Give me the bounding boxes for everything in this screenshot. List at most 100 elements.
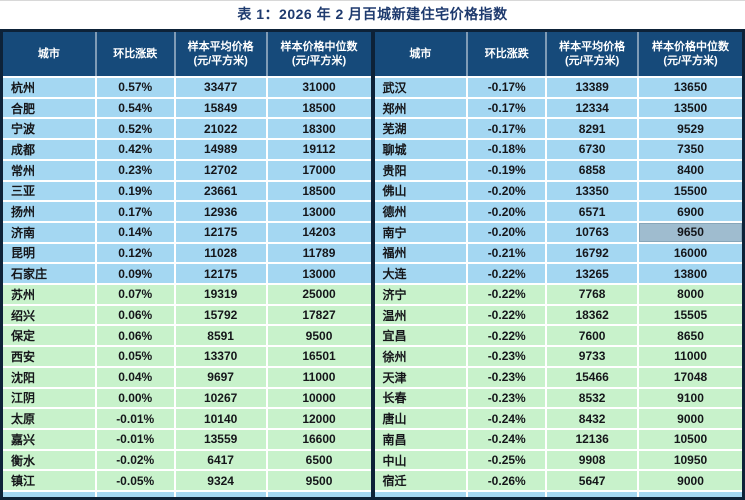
- cell-city[interactable]: 郑州: [375, 98, 469, 118]
- cell-city[interactable]: 绍兴: [3, 305, 97, 325]
- cell-mom-change[interactable]: 0.19%: [97, 181, 176, 201]
- cell-city[interactable]: 衡水: [3, 450, 97, 470]
- cell-median-price[interactable]: 17048: [673, 370, 708, 385]
- cell-mom-change[interactable]: 0.57%: [97, 78, 176, 97]
- cell-avg-price[interactable]: 6417: [176, 450, 268, 470]
- cell-avg-price[interactable]: 10267: [176, 388, 268, 408]
- cell-city[interactable]: 武汉: [375, 78, 469, 97]
- cell-city[interactable]: 聊城: [375, 140, 469, 159]
- cell-median-price[interactable]: 11000: [674, 349, 707, 364]
- cell-median-price[interactable]: 9000: [677, 473, 704, 488]
- cell-city[interactable]: 济南: [3, 222, 97, 242]
- cell-median-price[interactable]: 17827: [302, 308, 336, 323]
- cell-mom-change[interactable]: -0.20%: [468, 222, 548, 242]
- cell-avg-price[interactable]: 18362: [547, 305, 640, 325]
- cell-city[interactable]: 苏州: [3, 285, 97, 304]
- cell-mom-change[interactable]: 0.54%: [97, 98, 176, 118]
- cell-city[interactable]: 芜湖: [375, 119, 469, 139]
- cell-median-price[interactable]: 19112: [302, 142, 336, 157]
- cell-city[interactable]: 唐山: [375, 409, 469, 428]
- cell-avg-price[interactable]: 13559: [176, 429, 268, 449]
- cell-avg-price[interactable]: 15792: [176, 305, 268, 325]
- cell-mom-change[interactable]: -0.23%: [468, 367, 548, 387]
- cell-avg-price[interactable]: 6858: [547, 160, 640, 180]
- cell-avg-price[interactable]: 13370: [176, 347, 268, 366]
- cell-avg-price[interactable]: 9733: [547, 347, 640, 366]
- cell-mom-change[interactable]: -0.17%: [468, 98, 548, 118]
- cell-city[interactable]: 西安: [3, 347, 97, 366]
- cell-median-price[interactable]: 11000: [302, 370, 336, 385]
- cell-city[interactable]: 南昌: [375, 429, 469, 449]
- cell-mom-change[interactable]: -0.17%: [468, 119, 548, 139]
- cell-avg-price[interactable]: 13389: [547, 78, 640, 97]
- cell-city[interactable]: 昆明: [3, 243, 97, 263]
- cell-avg-price[interactable]: 8432: [547, 409, 640, 428]
- cell-mom-change[interactable]: -0.24%: [468, 429, 548, 449]
- cell-city[interactable]: 徐州: [375, 347, 469, 366]
- cell-avg-price[interactable]: 12702: [176, 160, 268, 180]
- cell-median-price[interactable]: 8000: [677, 287, 704, 302]
- cell-median-price[interactable]: 15505: [673, 308, 708, 323]
- cell-city[interactable]: 南宁: [375, 222, 469, 242]
- cell-median-price[interactable]: 8400: [677, 163, 704, 178]
- cell-city[interactable]: 德州: [375, 202, 469, 221]
- cell-avg-price[interactable]: 6571: [547, 202, 640, 221]
- cell-avg-price[interactable]: 19319: [176, 285, 268, 304]
- cell-city[interactable]: 宁波: [3, 119, 97, 139]
- cell-avg-price[interactable]: 5647: [547, 471, 640, 491]
- cell-mom-change[interactable]: -0.21%: [468, 243, 548, 263]
- cell-city[interactable]: 江阴: [3, 388, 97, 408]
- cell-city[interactable]: 沈阳: [3, 367, 97, 387]
- cell-mom-change[interactable]: 0.06%: [97, 305, 176, 325]
- cell-median-price[interactable]: 9100: [677, 390, 704, 405]
- cell-city[interactable]: 常州: [3, 160, 97, 180]
- cell-median-price[interactable]: 15500: [673, 183, 708, 198]
- cell-median-price[interactable]: 6500: [305, 453, 333, 467]
- cell-avg-price[interactable]: 12175: [176, 222, 268, 242]
- cell-mom-change[interactable]: -0.23%: [468, 347, 548, 366]
- cell-avg-price[interactable]: 12334: [547, 98, 640, 118]
- cell-mom-change[interactable]: 0.00%: [97, 388, 176, 408]
- cell-city[interactable]: 佛山: [375, 181, 469, 201]
- cell-city[interactable]: 中山: [375, 450, 469, 470]
- cell-median-price[interactable]: 13000: [302, 204, 336, 219]
- cell-city[interactable]: 镇江: [3, 471, 97, 491]
- cell-avg-price[interactable]: 12936: [176, 202, 268, 221]
- cell-mom-change[interactable]: -0.20%: [468, 202, 548, 221]
- cell-city[interactable]: 济宁: [375, 285, 469, 304]
- cell-median-price[interactable]: 10000: [302, 390, 336, 405]
- cell-median-price[interactable]: 12000: [302, 411, 336, 426]
- cell-median-price[interactable]: 13650: [673, 80, 708, 95]
- cell-median-price[interactable]: 10500: [673, 432, 708, 447]
- cell-mom-change[interactable]: -0.22%: [468, 264, 548, 284]
- cell-avg-price[interactable]: 7768: [547, 285, 640, 304]
- cell-median-price[interactable]: 31000: [302, 80, 336, 95]
- cell-mom-change[interactable]: 0.42%: [97, 140, 176, 159]
- cell-city[interactable]: 扬州: [3, 202, 97, 221]
- cell-mom-change[interactable]: 0.05%: [97, 347, 176, 366]
- cell-mom-change[interactable]: 0.17%: [97, 202, 176, 221]
- cell-mom-change[interactable]: 0.52%: [97, 119, 176, 139]
- cell-median-price[interactable]: 7350: [677, 142, 704, 157]
- cell-mom-change[interactable]: -0.02%: [97, 450, 176, 470]
- cell-mom-change[interactable]: -0.01%: [97, 409, 176, 428]
- cell-mom-change[interactable]: -0.22%: [468, 305, 548, 325]
- cell-mom-change[interactable]: -0.25%: [468, 450, 548, 470]
- cell-city[interactable]: 合肥: [3, 98, 97, 118]
- cell-avg-price[interactable]: 13265: [547, 264, 640, 284]
- cell-city[interactable]: 成都: [3, 140, 97, 159]
- cell-median-price[interactable]: 25000: [302, 287, 336, 302]
- cell-median-price[interactable]: 9500: [305, 328, 333, 343]
- cell-avg-price[interactable]: 21022: [176, 119, 268, 139]
- cell-mom-change[interactable]: 0.12%: [97, 243, 176, 263]
- cell-median-price[interactable]: 8650: [677, 328, 704, 343]
- cell-avg-price[interactable]: 7600: [547, 326, 640, 346]
- cell-avg-price[interactable]: 33477: [176, 78, 268, 97]
- cell-mom-change[interactable]: -0.22%: [468, 326, 548, 346]
- cell-mom-change[interactable]: -0.05%: [97, 471, 176, 491]
- cell-mom-change[interactable]: 0.23%: [97, 160, 176, 180]
- cell-avg-price[interactable]: 15849: [176, 98, 268, 118]
- cell-mom-change[interactable]: -0.19%: [468, 160, 548, 180]
- cell-city[interactable]: 大连: [375, 264, 469, 284]
- cell-avg-price[interactable]: 8291: [547, 119, 640, 139]
